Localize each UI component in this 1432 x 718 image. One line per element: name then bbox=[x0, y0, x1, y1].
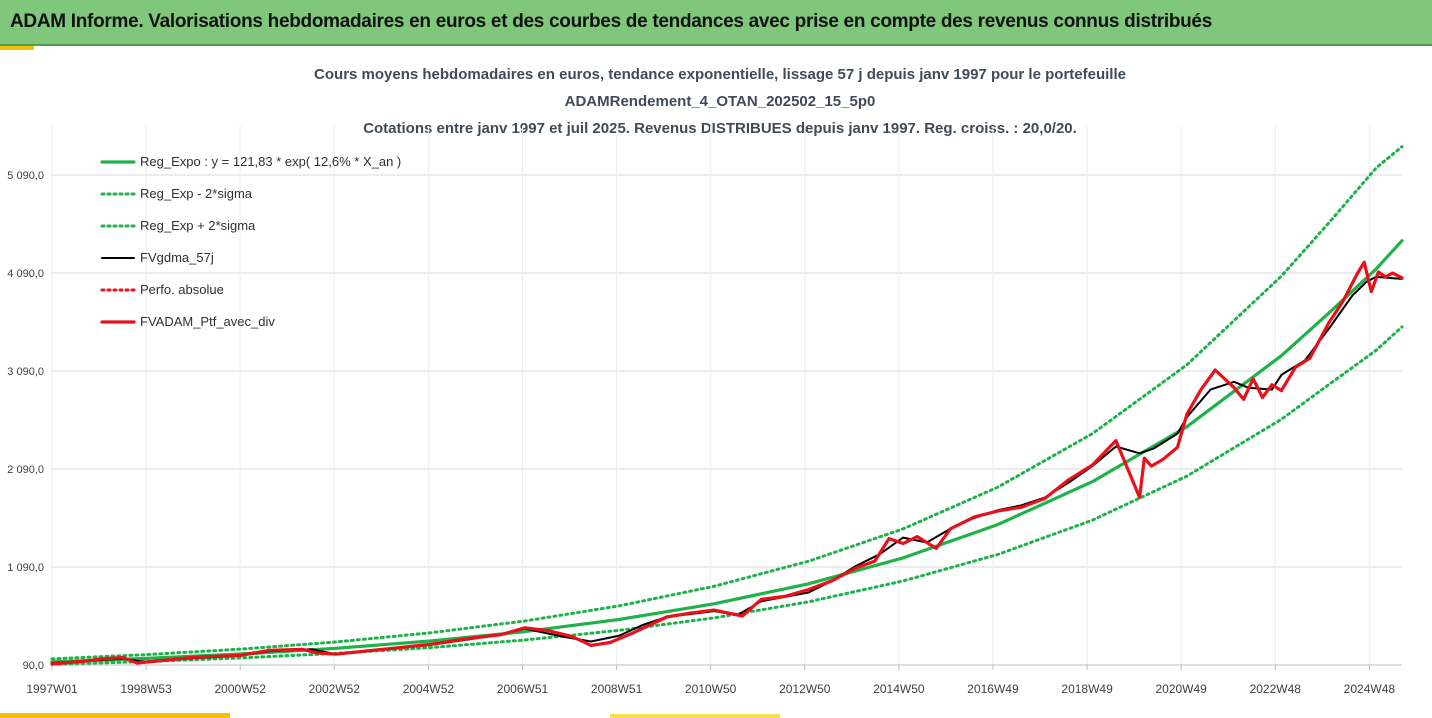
x-tick-label: 2004W52 bbox=[403, 682, 455, 696]
y-tick-label: 4 090,0 bbox=[7, 268, 44, 280]
legend-label: FVADAM_Ptf_avec_div bbox=[140, 314, 275, 329]
x-tick-label: 2000W52 bbox=[215, 682, 267, 696]
x-tick-label: 2018W49 bbox=[1061, 682, 1113, 696]
x-tick-label: 2002W52 bbox=[309, 682, 361, 696]
x-tick-label: 2016W49 bbox=[967, 682, 1019, 696]
series-line-2 bbox=[50, 145, 1404, 661]
y-tick-label: 2 090,0 bbox=[7, 464, 44, 476]
series-line-0 bbox=[50, 239, 1404, 664]
x-tick-label: 1997W01 bbox=[26, 682, 78, 696]
accent-bar-bottom-secondary bbox=[610, 714, 780, 718]
chart-title-line-1: Cours moyens hebdomadaires en euros, ten… bbox=[314, 66, 1126, 83]
legend-label: Reg_Exp + 2*sigma bbox=[140, 218, 256, 233]
y-axis: 90,0 1 090,0 2 090,0 3 090,0 4 090,0 5 090,0 bbox=[7, 170, 44, 672]
x-tick-label: 2020W49 bbox=[1155, 682, 1207, 696]
report-title: ADAM Informe. Valorisations hebdomadaire… bbox=[10, 11, 1212, 32]
legend-label: Perfo. absolue bbox=[140, 282, 224, 297]
legend-label: Reg_Exp - 2*sigma bbox=[140, 186, 253, 201]
x-tick-label: 2008W51 bbox=[591, 682, 643, 696]
x-axis: 1997W01 1998W53 2000W52 2002W52 2004W52 2006W… bbox=[26, 664, 1402, 696]
accent-bar-bottom bbox=[0, 713, 230, 718]
x-tick-label: 2022W48 bbox=[1250, 682, 1302, 696]
x-tick-label: 2010W50 bbox=[685, 682, 737, 696]
chart-title-line-2: ADAMRendement_4_OTAN_202502_15_5p0 bbox=[564, 93, 876, 110]
series-line-3 bbox=[51, 275, 1403, 664]
x-tick-label: 2012W50 bbox=[779, 682, 831, 696]
report-banner: ADAM Informe. Valorisations hebdomadaire… bbox=[0, 0, 1432, 46]
y-tick-label: 1 090,0 bbox=[7, 562, 44, 574]
legend-label: FVgdma_57j bbox=[140, 250, 214, 265]
x-tick-label: 2014W50 bbox=[873, 682, 925, 696]
y-tick-label: 90,0 bbox=[23, 660, 44, 672]
x-tick-label: 1998W53 bbox=[120, 682, 172, 696]
y-tick-label: 3 090,0 bbox=[7, 366, 44, 378]
x-tick-label: 2024W48 bbox=[1344, 682, 1396, 696]
legend-label: Reg_Expo : y = 121,83 * exp( 12,6% * X_a… bbox=[140, 154, 401, 169]
accent-bar-top bbox=[0, 46, 34, 50]
legend: Reg_Expo : y = 121,83 * exp( 12,6% * X_a… bbox=[100, 154, 401, 329]
x-tick-label: 2006W51 bbox=[497, 682, 549, 696]
series-line-5 bbox=[50, 260, 1404, 666]
series-layer bbox=[50, 145, 1404, 666]
series-line-1 bbox=[50, 325, 1404, 666]
y-tick-label: 5 090,0 bbox=[7, 170, 44, 182]
